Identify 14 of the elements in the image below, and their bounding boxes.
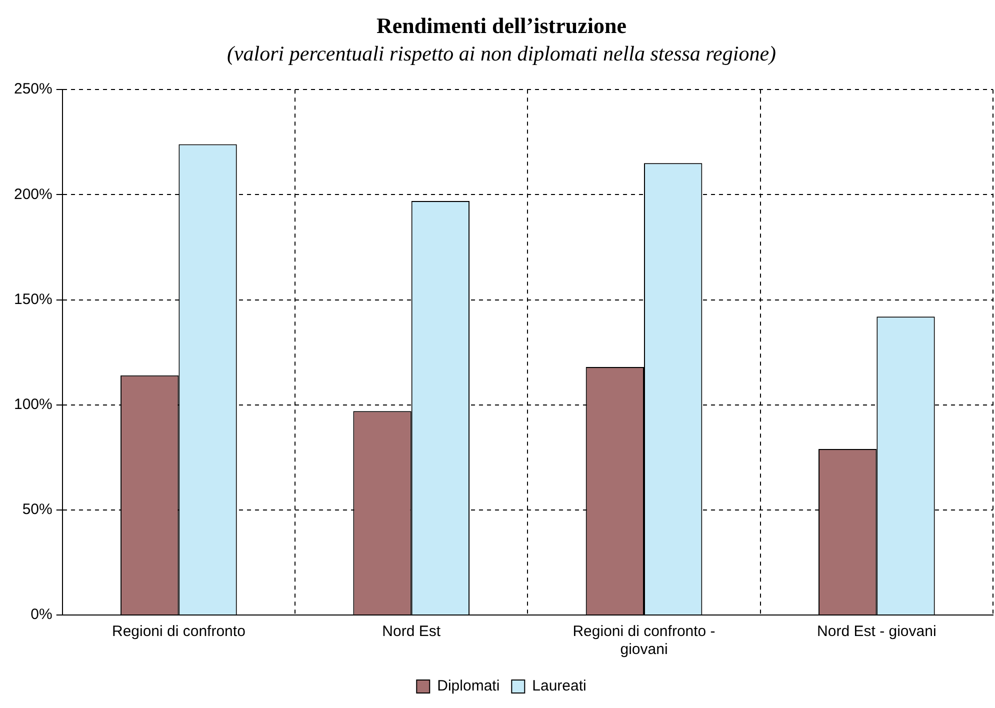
chart-title: Rendimenti dell’istruzione xyxy=(376,12,627,38)
x-tick-label: Regioni di confronto - giovani xyxy=(572,623,716,658)
x-tick-label: Regioni di confronto xyxy=(112,623,246,640)
y-tick-label: 200% xyxy=(14,186,52,203)
chart-subtitle: (valori percentuali rispetto ai non diplomati nella stessa regione) xyxy=(226,42,776,66)
y-tick-label: 150% xyxy=(14,290,52,308)
y-tick-label: 100% xyxy=(14,396,52,413)
y-tick-label: 0% xyxy=(30,606,52,624)
y-tick-label: 250% xyxy=(14,80,52,98)
x-tick-label: Nord Est - giovani xyxy=(817,623,936,640)
y-tick-label: 50% xyxy=(22,501,52,518)
legend-label: Diplomati xyxy=(437,678,500,695)
legend-label: Laureati xyxy=(532,678,586,695)
x-tick-label: Nord Est xyxy=(382,623,442,640)
